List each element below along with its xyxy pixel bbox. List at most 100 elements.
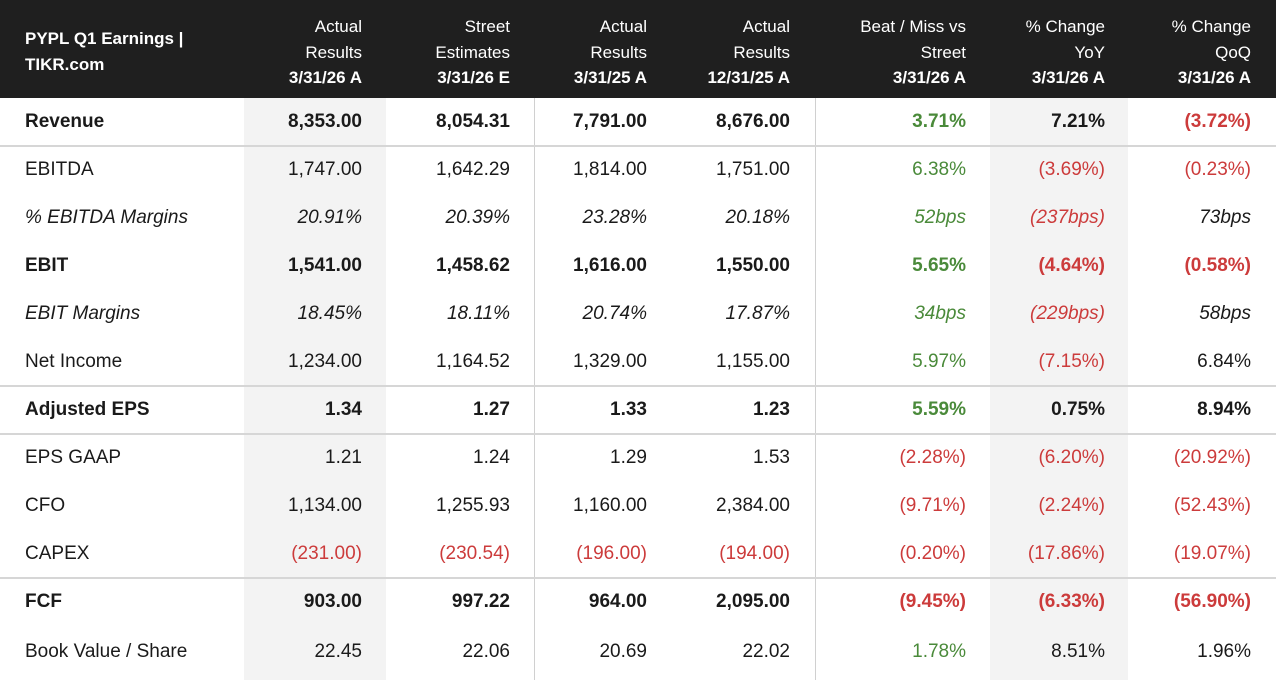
- column-header: Beat / Miss vs Street 3/31/26 A: [786, 14, 966, 91]
- value-cell: 1.23: [753, 399, 790, 420]
- row-divider: [0, 145, 1276, 147]
- value-cell: 20.74%: [582, 303, 647, 324]
- column-header: Actual Results 3/31/26 A: [182, 14, 362, 91]
- column-divider: [534, 98, 535, 680]
- value-cell: 1,255.93: [436, 495, 510, 516]
- qoq-cell: 8.94%: [1197, 399, 1251, 420]
- column-header-line-2: Results: [590, 42, 647, 62]
- row-divider: [0, 577, 1276, 579]
- row-label: CFO: [25, 495, 66, 516]
- shaded-column: [990, 98, 1128, 680]
- value-cell: 1.24: [473, 447, 510, 468]
- value-cell: 1,616.00: [573, 255, 647, 276]
- value-cell: 2,095.00: [716, 591, 790, 612]
- table-row: EBIT Margins 18.45% 18.11% 20.74% 17.87% 34bp…: [0, 290, 1276, 338]
- beat-cell: 6.38%: [912, 159, 966, 180]
- yoy-cell: (3.69%): [1038, 159, 1105, 180]
- row-label: CAPEX: [25, 543, 90, 564]
- value-cell: (230.54): [439, 543, 510, 564]
- beat-cell: (0.20%): [899, 543, 966, 564]
- row-label: EBITDA: [25, 159, 94, 180]
- value-cell: 22.45: [314, 641, 362, 662]
- value-cell: 22.02: [742, 641, 790, 662]
- column-header-line-3: 3/31/26 A: [892, 68, 966, 87]
- value-cell: 1,155.00: [716, 351, 790, 372]
- value-cell: (231.00): [291, 543, 362, 564]
- table-row: % EBITDA Margins 20.91% 20.39% 23.28% 20.18%…: [0, 194, 1276, 242]
- value-cell: 964.00: [588, 591, 647, 612]
- value-cell: 1.27: [473, 399, 510, 420]
- column-header: Actual Results 3/31/25 A: [467, 14, 647, 91]
- column-header-line-1: Beat / Miss vs: [860, 17, 966, 36]
- beat-cell: 5.65%: [912, 255, 966, 276]
- column-header-line-3: 3/31/26 E: [437, 68, 510, 87]
- value-cell: 1,550.00: [716, 255, 790, 276]
- beat-cell: 5.59%: [912, 399, 966, 420]
- column-header: Actual Results 12/31/25 A: [610, 14, 790, 91]
- table-row: FCF 903.00 997.22 964.00 2,095.00 (9.45%) (6.3…: [0, 578, 1276, 626]
- row-label: FCF: [25, 591, 62, 612]
- value-cell: 1,234.00: [288, 351, 362, 372]
- value-cell: 1.33: [610, 399, 647, 420]
- beat-cell: 34bps: [914, 303, 966, 324]
- column-header-line-3: 3/31/26 A: [288, 68, 362, 87]
- column-header-line-2: Estimates: [435, 42, 510, 62]
- row-label: EBIT: [25, 255, 69, 276]
- value-cell: 1,458.62: [436, 255, 510, 276]
- value-cell: 1,747.00: [288, 159, 362, 180]
- value-cell: 20.39%: [445, 207, 510, 228]
- table-row: Adjusted EPS 1.34 1.27 1.33 1.23 5.59% 0.75% 8.…: [0, 386, 1276, 434]
- value-cell: 7,791.00: [573, 111, 647, 132]
- column-header-line-1: Street: [464, 17, 510, 36]
- column-header-line-3: 3/31/26 A: [1031, 68, 1105, 87]
- qoq-cell: 6.84%: [1197, 351, 1251, 372]
- column-header-line-1: Actual: [314, 17, 362, 36]
- value-cell: (194.00): [719, 543, 790, 564]
- column-header-line-3: 12/31/25 A: [707, 68, 790, 87]
- yoy-cell: (7.15%): [1038, 351, 1105, 372]
- value-cell: 1.53: [753, 447, 790, 468]
- table-row: EBIT 1,541.00 1,458.62 1,616.00 1,550.00 5.65…: [0, 242, 1276, 290]
- value-cell: 1,541.00: [288, 255, 362, 276]
- column-header-line-2: YoY: [1074, 42, 1105, 62]
- yoy-cell: (2.24%): [1038, 495, 1105, 516]
- table-row: EPS GAAP 1.21 1.24 1.29 1.53 (2.28%) (6.20%) (2…: [0, 434, 1276, 482]
- value-cell: 997.22: [451, 591, 510, 612]
- column-header-line-1: % Change: [1171, 17, 1251, 36]
- shaded-column: [244, 98, 386, 680]
- column-header-line-2: Street: [920, 42, 966, 62]
- beat-cell: (9.45%): [899, 591, 966, 612]
- table-row: CAPEX (231.00) (230.54) (196.00) (194.00) (0.…: [0, 530, 1276, 578]
- beat-cell: 3.71%: [912, 111, 966, 132]
- row-divider: [0, 385, 1276, 387]
- value-cell: 1,134.00: [288, 495, 362, 516]
- column-header-line-1: % Change: [1025, 17, 1105, 36]
- row-label: EBIT Margins: [25, 303, 141, 324]
- value-cell: 1,160.00: [573, 495, 647, 516]
- yoy-cell: (237bps): [1030, 207, 1105, 228]
- qoq-cell: (56.90%): [1173, 591, 1251, 612]
- column-header: % Change QoQ 3/31/26 A: [1071, 14, 1251, 91]
- row-label: Book Value / Share: [25, 641, 188, 662]
- qoq-cell: (52.43%): [1173, 495, 1251, 516]
- column-header: % Change YoY 3/31/26 A: [925, 14, 1105, 91]
- value-cell: 18.45%: [297, 303, 362, 324]
- beat-cell: 1.78%: [912, 641, 966, 662]
- beat-cell: (9.71%): [899, 495, 966, 516]
- qoq-cell: (0.58%): [1184, 255, 1251, 276]
- row-label: EPS GAAP: [25, 447, 122, 468]
- row-label: % EBITDA Margins: [25, 207, 188, 228]
- column-header-line-1: Actual: [742, 17, 790, 36]
- column-header-line-2: Results: [733, 42, 790, 62]
- qoq-cell: 1.96%: [1197, 641, 1251, 662]
- value-cell: 23.28%: [582, 207, 647, 228]
- yoy-cell: (229bps): [1030, 303, 1105, 324]
- column-header-line-1: Actual: [599, 17, 647, 36]
- value-cell: 22.06: [462, 641, 510, 662]
- value-cell: 17.87%: [725, 303, 790, 324]
- table-row: Net Income 1,234.00 1,164.52 1,329.00 1,155.…: [0, 338, 1276, 386]
- value-cell: 1,164.52: [436, 351, 510, 372]
- yoy-cell: (6.20%): [1038, 447, 1105, 468]
- yoy-cell: (4.64%): [1038, 255, 1105, 276]
